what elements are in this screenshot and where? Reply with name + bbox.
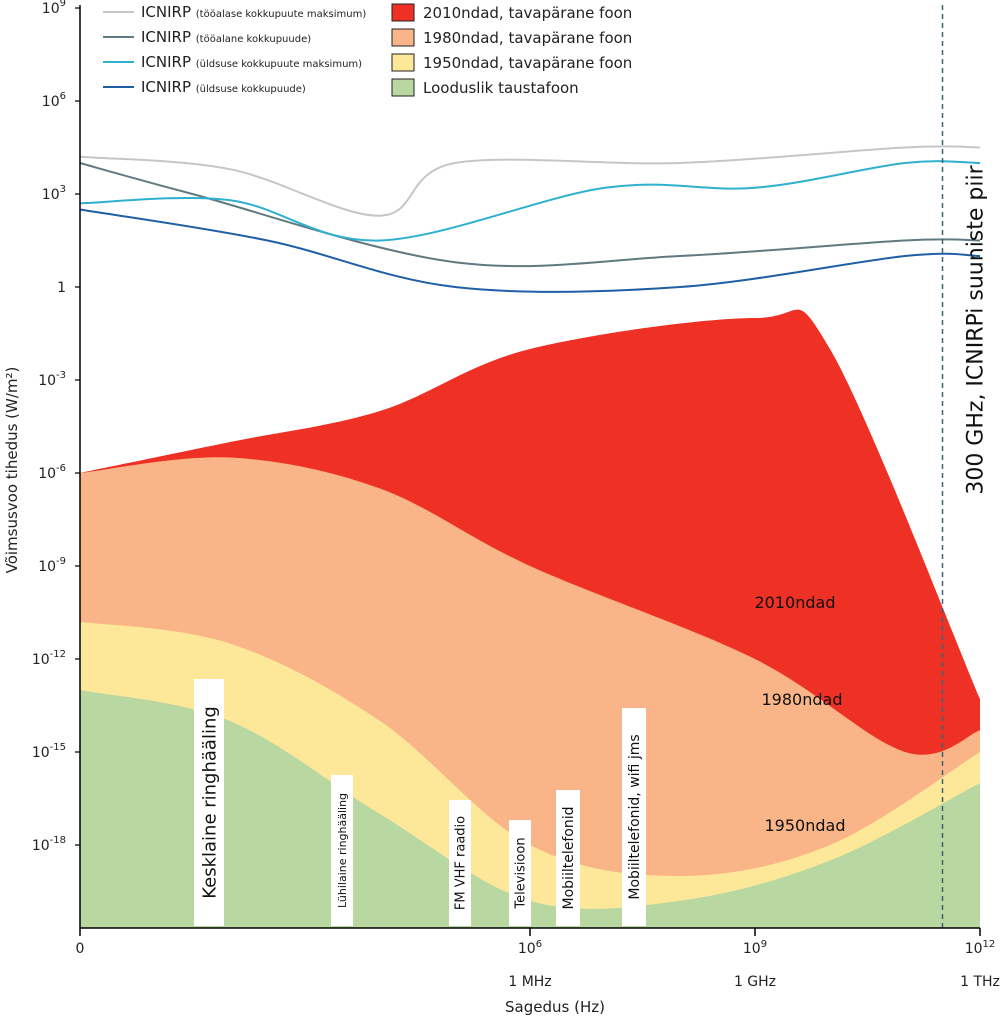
x-unit-label-3: 1 THz: [960, 974, 1000, 990]
band-label-bg-5: [622, 708, 646, 926]
legend-area-label-0: 2010ndad, tavapärane foon: [423, 4, 632, 22]
y-tick-label-8: 10-15: [32, 742, 66, 761]
area-3: [80, 690, 980, 928]
y-tick-sup-5: -6: [56, 463, 66, 474]
band-label-4: Mobiiltelefonid: [556, 790, 580, 926]
area-label-1: 1980ndad: [762, 690, 843, 709]
icnirp-lines: [79, 145, 981, 293]
x-tick-label-3: 1012: [965, 939, 996, 957]
legend-line-detail-3: (üldsuse kokkupuude): [196, 84, 306, 95]
band-label-text-1: Lühilaine ringhääling: [336, 793, 349, 908]
y-tick-label-3: 1: [57, 280, 66, 296]
y-tick-label-0: 109: [42, 0, 66, 17]
axes: 0 106 1 MHz 109 1 GHz 1012 1 THz 109 106 103 1 10-…: [32, 0, 1000, 990]
legend-area-label-2: 1950ndad, tavapärane foon: [423, 54, 632, 72]
legend-area-swatch-0: [391, 3, 415, 22]
y-tick-sup-6: -9: [56, 556, 66, 567]
legend-line-label-3: ICNIRP (üldsuse kokkupuude): [141, 78, 306, 96]
legend-line-label-2: ICNIRP (üldsuse kokkupuute maksimum): [141, 53, 362, 71]
band-label-text-0: Kesklaine ringhääling: [199, 706, 220, 899]
x-axis-ticks: 0 106 1 MHz 109 1 GHz 1012 1 THz: [76, 928, 1000, 990]
y-tick-sup-1: 6: [60, 91, 66, 102]
y-tick-sup-8: -15: [50, 742, 66, 753]
band-label-5: Mobiiltelefonid, wifi jms: [622, 708, 646, 926]
x-tick-label-1: 106: [518, 939, 542, 957]
x-tick-label-2: 109: [743, 939, 767, 957]
area-label-2: 1950ndad: [765, 816, 846, 835]
band-label-bg-1: [331, 775, 353, 926]
legend-area-label-3: Looduslik taustafoon: [423, 79, 579, 97]
band-label-0: Kesklaine ringhääling: [194, 679, 224, 926]
icnirp-line-3: [79, 208, 981, 293]
legend-area-label-1: 1980ndad, tavapärane foon: [423, 29, 632, 47]
y-tick-label-7: 10-12: [32, 649, 66, 668]
icnirp-line-2: [79, 160, 981, 242]
band-label-2: FM VHF raadio: [449, 800, 471, 926]
x-unit-label-1: 1 MHz: [508, 974, 551, 990]
y-tick-label-2: 103: [42, 184, 66, 203]
y-tick-sup-2: 3: [60, 184, 66, 195]
y-tick-label-1: 106: [42, 91, 66, 110]
band-label-text-3: Televisioon: [514, 837, 529, 909]
y-tick-sup-9: -18: [50, 835, 66, 846]
band-label-text-2: FM VHF raadio: [454, 816, 469, 910]
band-label-text-5: Mobiiltelefonid, wifi jms: [627, 734, 643, 899]
icnirp-line-0: [79, 145, 981, 217]
legend: ICNIRP (tööalase kokkupuute maksimum) ICN…: [103, 3, 632, 97]
legend-area-swatch-2: [391, 53, 415, 72]
y-axis-title: Võimsusvoo tihedus (W/m²): [3, 367, 21, 574]
y-tick-label-4: 10-3: [38, 370, 66, 389]
y-tick-sup-0: 9: [60, 0, 66, 9]
y-tick-label-9: 10-18: [32, 835, 66, 854]
limit-line-label: 300 GHz, ICNIRPi suuniste piir: [964, 164, 989, 494]
legend-line-detail-1: (tööalane kokkupuude): [196, 34, 311, 45]
y-tick-label-5: 10-6: [38, 463, 66, 482]
legend-line-detail-0: (tööalase kokkupuute maksimum): [196, 9, 367, 20]
band-label-1: Lühilaine ringhääling: [331, 775, 353, 926]
x-unit-label-2: 1 GHz: [734, 974, 776, 990]
band-label-text-4: Mobiiltelefonid: [561, 807, 577, 910]
area-label-0: 2010ndad: [755, 593, 836, 612]
band-label-bg-4: [556, 790, 580, 926]
y-axis-ticks: 109 106 103 1 10-3 10-6 10-9 10-12 10-15 10-18: [32, 0, 80, 854]
area-labels: 2010ndad 1980ndad 1950ndad: [755, 593, 846, 835]
x-tick-sup-2: 9: [761, 939, 767, 950]
band-labels: Kesklaine ringhääling Lühilaine ringhääli…: [194, 679, 646, 926]
x-tick-label-0: 0: [76, 941, 85, 957]
legend-area-swatch-3: [391, 78, 415, 97]
band-label-bg-2: [449, 800, 471, 926]
band-label-3: Televisioon: [509, 820, 531, 926]
x-tick-sup-1: 6: [536, 939, 542, 950]
legend-area-swatch-1: [391, 28, 415, 47]
y-tick-label-6: 10-9: [38, 556, 66, 575]
legend-line-label-1: ICNIRP (tööalane kokkupuude): [141, 28, 311, 46]
legend-line-label-0: ICNIRP (tööalase kokkupuute maksimum): [141, 3, 366, 21]
y-tick-sup-7: -12: [50, 649, 66, 660]
band-label-bg-0: [194, 679, 224, 926]
icnirp-line-1: [79, 162, 981, 268]
legend-line-detail-2: (üldsuse kokkupuute maksimum): [196, 59, 362, 70]
x-tick-sup-3: 12: [983, 939, 996, 950]
band-label-bg-3: [509, 820, 531, 926]
background-areas: [80, 309, 980, 928]
y-tick-sup-4: -3: [56, 370, 66, 381]
x-axis-title: Sagedus (Hz): [505, 998, 605, 1016]
